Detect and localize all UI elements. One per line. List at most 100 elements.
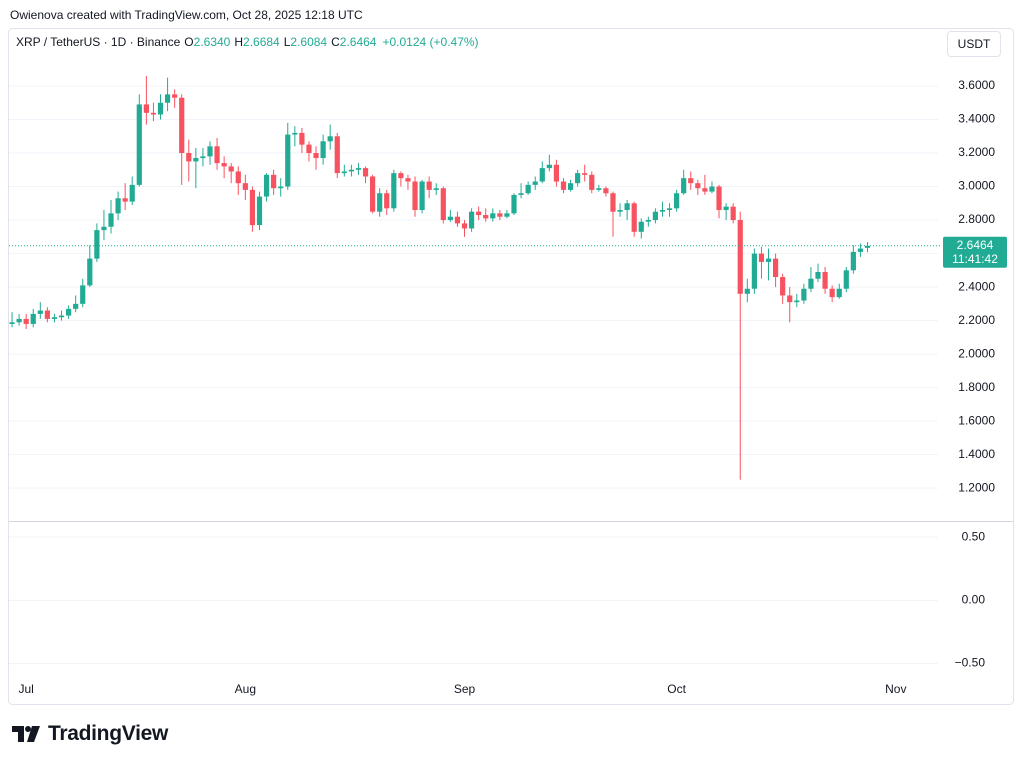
candle-body xyxy=(398,173,404,179)
candle-body xyxy=(490,213,496,219)
candle-body xyxy=(37,310,43,314)
y-tick-label: 1.4000 xyxy=(958,447,995,461)
symbol-legend: XRP / TetherUS · 1D · Binance O2.6340 H2.6… xyxy=(16,35,479,49)
logo-icon xyxy=(12,726,40,742)
candle-body xyxy=(461,223,468,229)
y-tick-label: 0.50 xyxy=(962,529,986,543)
candle-body xyxy=(539,168,545,182)
candle-body xyxy=(638,221,644,232)
candle-body xyxy=(391,173,397,209)
candle-body xyxy=(122,198,128,202)
candle-body xyxy=(313,153,319,159)
candle-body xyxy=(483,215,489,219)
candle-body xyxy=(179,97,185,154)
candle-body xyxy=(709,186,715,192)
last-price-label: 2.6464 xyxy=(957,238,994,252)
candle-body xyxy=(575,173,581,184)
candle-body xyxy=(645,220,651,222)
candle-body xyxy=(688,178,694,184)
candle-body xyxy=(80,285,86,304)
candle-body xyxy=(857,248,864,252)
candle-body xyxy=(94,230,100,259)
candle-body xyxy=(582,173,588,175)
candle-body xyxy=(115,198,121,214)
candle-body xyxy=(23,318,29,324)
candle-body xyxy=(334,136,340,174)
candle-body xyxy=(681,178,687,194)
chart-frame xyxy=(8,28,1014,705)
candle-body xyxy=(546,164,552,169)
y-tick-label: −0.50 xyxy=(955,656,986,670)
currency-button[interactable]: USDT xyxy=(947,31,1001,57)
candle-body xyxy=(723,206,729,210)
ohlc-key: L xyxy=(283,35,291,49)
candle-body xyxy=(285,134,291,187)
candle-body xyxy=(242,183,248,190)
candle-body xyxy=(674,193,680,209)
candle-body xyxy=(419,181,425,210)
last-price-box xyxy=(943,236,1007,268)
candle-body xyxy=(426,181,432,190)
candle-body xyxy=(730,206,736,221)
candle-body xyxy=(157,102,164,115)
candle-body xyxy=(447,216,453,221)
ohlc-values: O2.6340 H2.6684 L2.6084 C2.6464 xyxy=(180,35,376,49)
candle-body xyxy=(758,253,765,262)
candle-body xyxy=(744,288,750,294)
ohlc-value: 2.6684 xyxy=(243,35,280,49)
candle-body xyxy=(525,184,531,194)
ohlc-value: 2.6464 xyxy=(339,35,377,49)
candle-body xyxy=(320,141,326,159)
y-tick-label: 3.4000 xyxy=(958,112,995,126)
candle-body xyxy=(518,193,524,195)
ohlc-value: 2.6340 xyxy=(193,35,231,49)
candle-body xyxy=(631,203,637,232)
candle-body xyxy=(695,183,701,189)
candle-body xyxy=(101,226,107,231)
candle-body xyxy=(306,144,312,154)
candle-body xyxy=(249,189,256,226)
candle-body xyxy=(207,146,213,157)
candle-body xyxy=(716,186,722,210)
x-tick-label: Sep xyxy=(454,682,476,696)
candle-body xyxy=(327,136,333,142)
candle-body xyxy=(603,188,609,194)
candle-body xyxy=(370,176,376,212)
candle-body xyxy=(829,288,835,298)
candle-body xyxy=(143,104,149,113)
candle-body xyxy=(454,216,461,224)
y-tick-label: 2.8000 xyxy=(958,212,995,226)
candle-body xyxy=(341,171,347,174)
y-tick-label: 2.0000 xyxy=(958,346,995,360)
candle-body xyxy=(794,300,800,303)
candle-body xyxy=(751,253,757,289)
candle-body xyxy=(73,303,79,309)
candle-body xyxy=(843,270,849,289)
candle-body xyxy=(433,188,439,190)
candle-body xyxy=(440,188,446,221)
candle-body xyxy=(235,171,241,184)
candle-body xyxy=(271,174,277,189)
change: +0.0124 (+0.47%) xyxy=(382,35,479,49)
candle-body xyxy=(193,158,199,162)
chart: 1.2000 1.4000 1.6000 1.8000 2.0000 2.2000 2.40… xyxy=(8,28,1014,705)
candle-body xyxy=(772,258,779,278)
candle-body xyxy=(384,193,390,209)
candle-body xyxy=(172,94,178,98)
candle-body xyxy=(624,203,630,210)
candle-body xyxy=(553,164,560,182)
candle-body xyxy=(787,295,793,303)
candle-body xyxy=(405,178,411,182)
candle-body xyxy=(164,94,171,103)
candle-body xyxy=(504,213,510,217)
x-tick-label: Jul xyxy=(19,682,34,696)
candle-body xyxy=(9,322,15,324)
candle-body xyxy=(58,315,65,318)
candle-body xyxy=(801,288,807,301)
candle-body xyxy=(214,146,220,164)
candle-body xyxy=(256,196,263,226)
candle-body xyxy=(836,288,842,298)
candle-body xyxy=(702,188,708,192)
candle-body xyxy=(30,313,36,324)
candle-body xyxy=(377,193,383,212)
